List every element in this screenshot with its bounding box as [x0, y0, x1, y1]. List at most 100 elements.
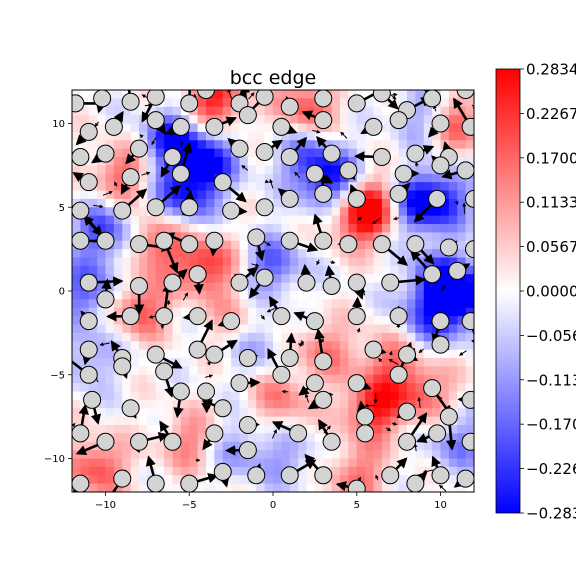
heat-cell — [72, 316, 81, 326]
heat-cell — [289, 257, 299, 267]
field-arrow — [281, 389, 289, 394]
heat-cell — [314, 433, 324, 443]
heat-cell — [407, 224, 416, 233]
heat-cell — [365, 358, 375, 367]
heat-cell — [331, 374, 341, 384]
heat-cell — [314, 366, 324, 376]
heat-cell — [448, 307, 458, 317]
heat-cell — [373, 207, 383, 217]
heat-cell — [105, 324, 115, 334]
heat-cell — [398, 140, 408, 150]
field-arrow — [385, 427, 392, 432]
atom — [205, 231, 224, 250]
field-arrow — [414, 161, 419, 167]
heat-cell — [415, 131, 425, 141]
heat-cell — [214, 98, 224, 108]
heat-cell — [214, 274, 224, 284]
heat-cell — [448, 215, 458, 225]
heat-cell — [189, 425, 199, 434]
field-arrow — [251, 263, 260, 267]
heat-cell — [256, 157, 266, 166]
heat-cell — [415, 341, 425, 351]
heat-cell — [440, 207, 450, 217]
heat-cell — [457, 115, 467, 125]
heat-cell — [256, 391, 266, 401]
atom — [96, 144, 115, 163]
heat-cell — [306, 433, 316, 443]
heat-cell — [164, 131, 174, 141]
heat-cell — [88, 257, 98, 267]
heat-cell — [398, 324, 408, 334]
atom — [465, 189, 474, 208]
heat-cell — [122, 282, 132, 292]
colorbar-ticks: 0.28340.22670.17000.11330.05670.0000−0.0… — [520, 61, 576, 523]
heat-cell — [206, 198, 215, 208]
heat-cell — [256, 358, 266, 367]
heat-cell — [122, 441, 132, 451]
field-arrow — [72, 422, 76, 428]
heat-cell — [365, 224, 375, 233]
heat-cell — [222, 98, 232, 108]
heat-cell — [331, 291, 341, 300]
heat-cell — [314, 265, 324, 275]
heat-cell — [80, 165, 90, 175]
heat-cell — [105, 332, 115, 342]
heat-cell — [147, 416, 157, 426]
heat-cell — [105, 265, 115, 275]
y-tick-label: 10 — [52, 119, 65, 130]
heat-cell — [139, 408, 148, 418]
heat-cell — [139, 425, 148, 434]
heat-cell — [365, 466, 375, 476]
heat-cell — [465, 148, 474, 158]
heat-cell — [164, 458, 174, 468]
heat-cell — [423, 115, 433, 125]
heat-cell — [373, 416, 383, 426]
heat-cell — [264, 332, 274, 342]
heat-cell — [214, 366, 224, 376]
heat-cell — [180, 274, 190, 284]
heat-cell — [281, 399, 291, 409]
heat-cell — [448, 433, 458, 443]
heat-cell — [122, 425, 132, 434]
heat-cell — [415, 224, 425, 233]
heat-cell — [122, 190, 132, 200]
heat-cell — [239, 341, 249, 351]
heat-cell — [88, 148, 98, 158]
heat-cell — [72, 299, 81, 309]
heat-cell — [247, 148, 257, 158]
heat-cell — [222, 483, 232, 492]
heat-cell — [113, 433, 123, 443]
heat-cell — [113, 265, 123, 275]
heat-cell — [381, 324, 391, 334]
heat-cell — [298, 441, 308, 451]
heat-cell — [289, 182, 299, 192]
colorbar-tick-label: −0.2267 — [526, 460, 576, 478]
heat-cell — [440, 90, 450, 99]
heat-cell — [139, 299, 148, 309]
heat-cell — [222, 240, 232, 250]
heat-cell — [72, 274, 81, 284]
atom — [238, 416, 257, 434]
heat-cell — [314, 282, 324, 292]
heat-cell — [331, 123, 341, 133]
heat-cell — [298, 332, 308, 342]
heat-cell — [407, 383, 416, 393]
heat-cell — [97, 425, 107, 434]
heat-cell — [147, 190, 157, 200]
atom — [272, 117, 291, 136]
heat-cell — [448, 291, 458, 300]
heat-cell — [306, 332, 316, 342]
heat-cell — [214, 441, 224, 451]
atom — [146, 90, 165, 106]
heat-cell — [97, 341, 107, 351]
heat-cell — [340, 190, 349, 200]
heat-cell — [407, 123, 416, 133]
heat-cell — [147, 383, 157, 393]
heat-cell — [256, 282, 266, 292]
heat-cell — [323, 291, 333, 300]
atom — [171, 164, 190, 183]
atom — [339, 235, 358, 254]
heat-cell — [289, 207, 299, 217]
atom — [347, 189, 366, 208]
heat-cell — [256, 173, 266, 183]
